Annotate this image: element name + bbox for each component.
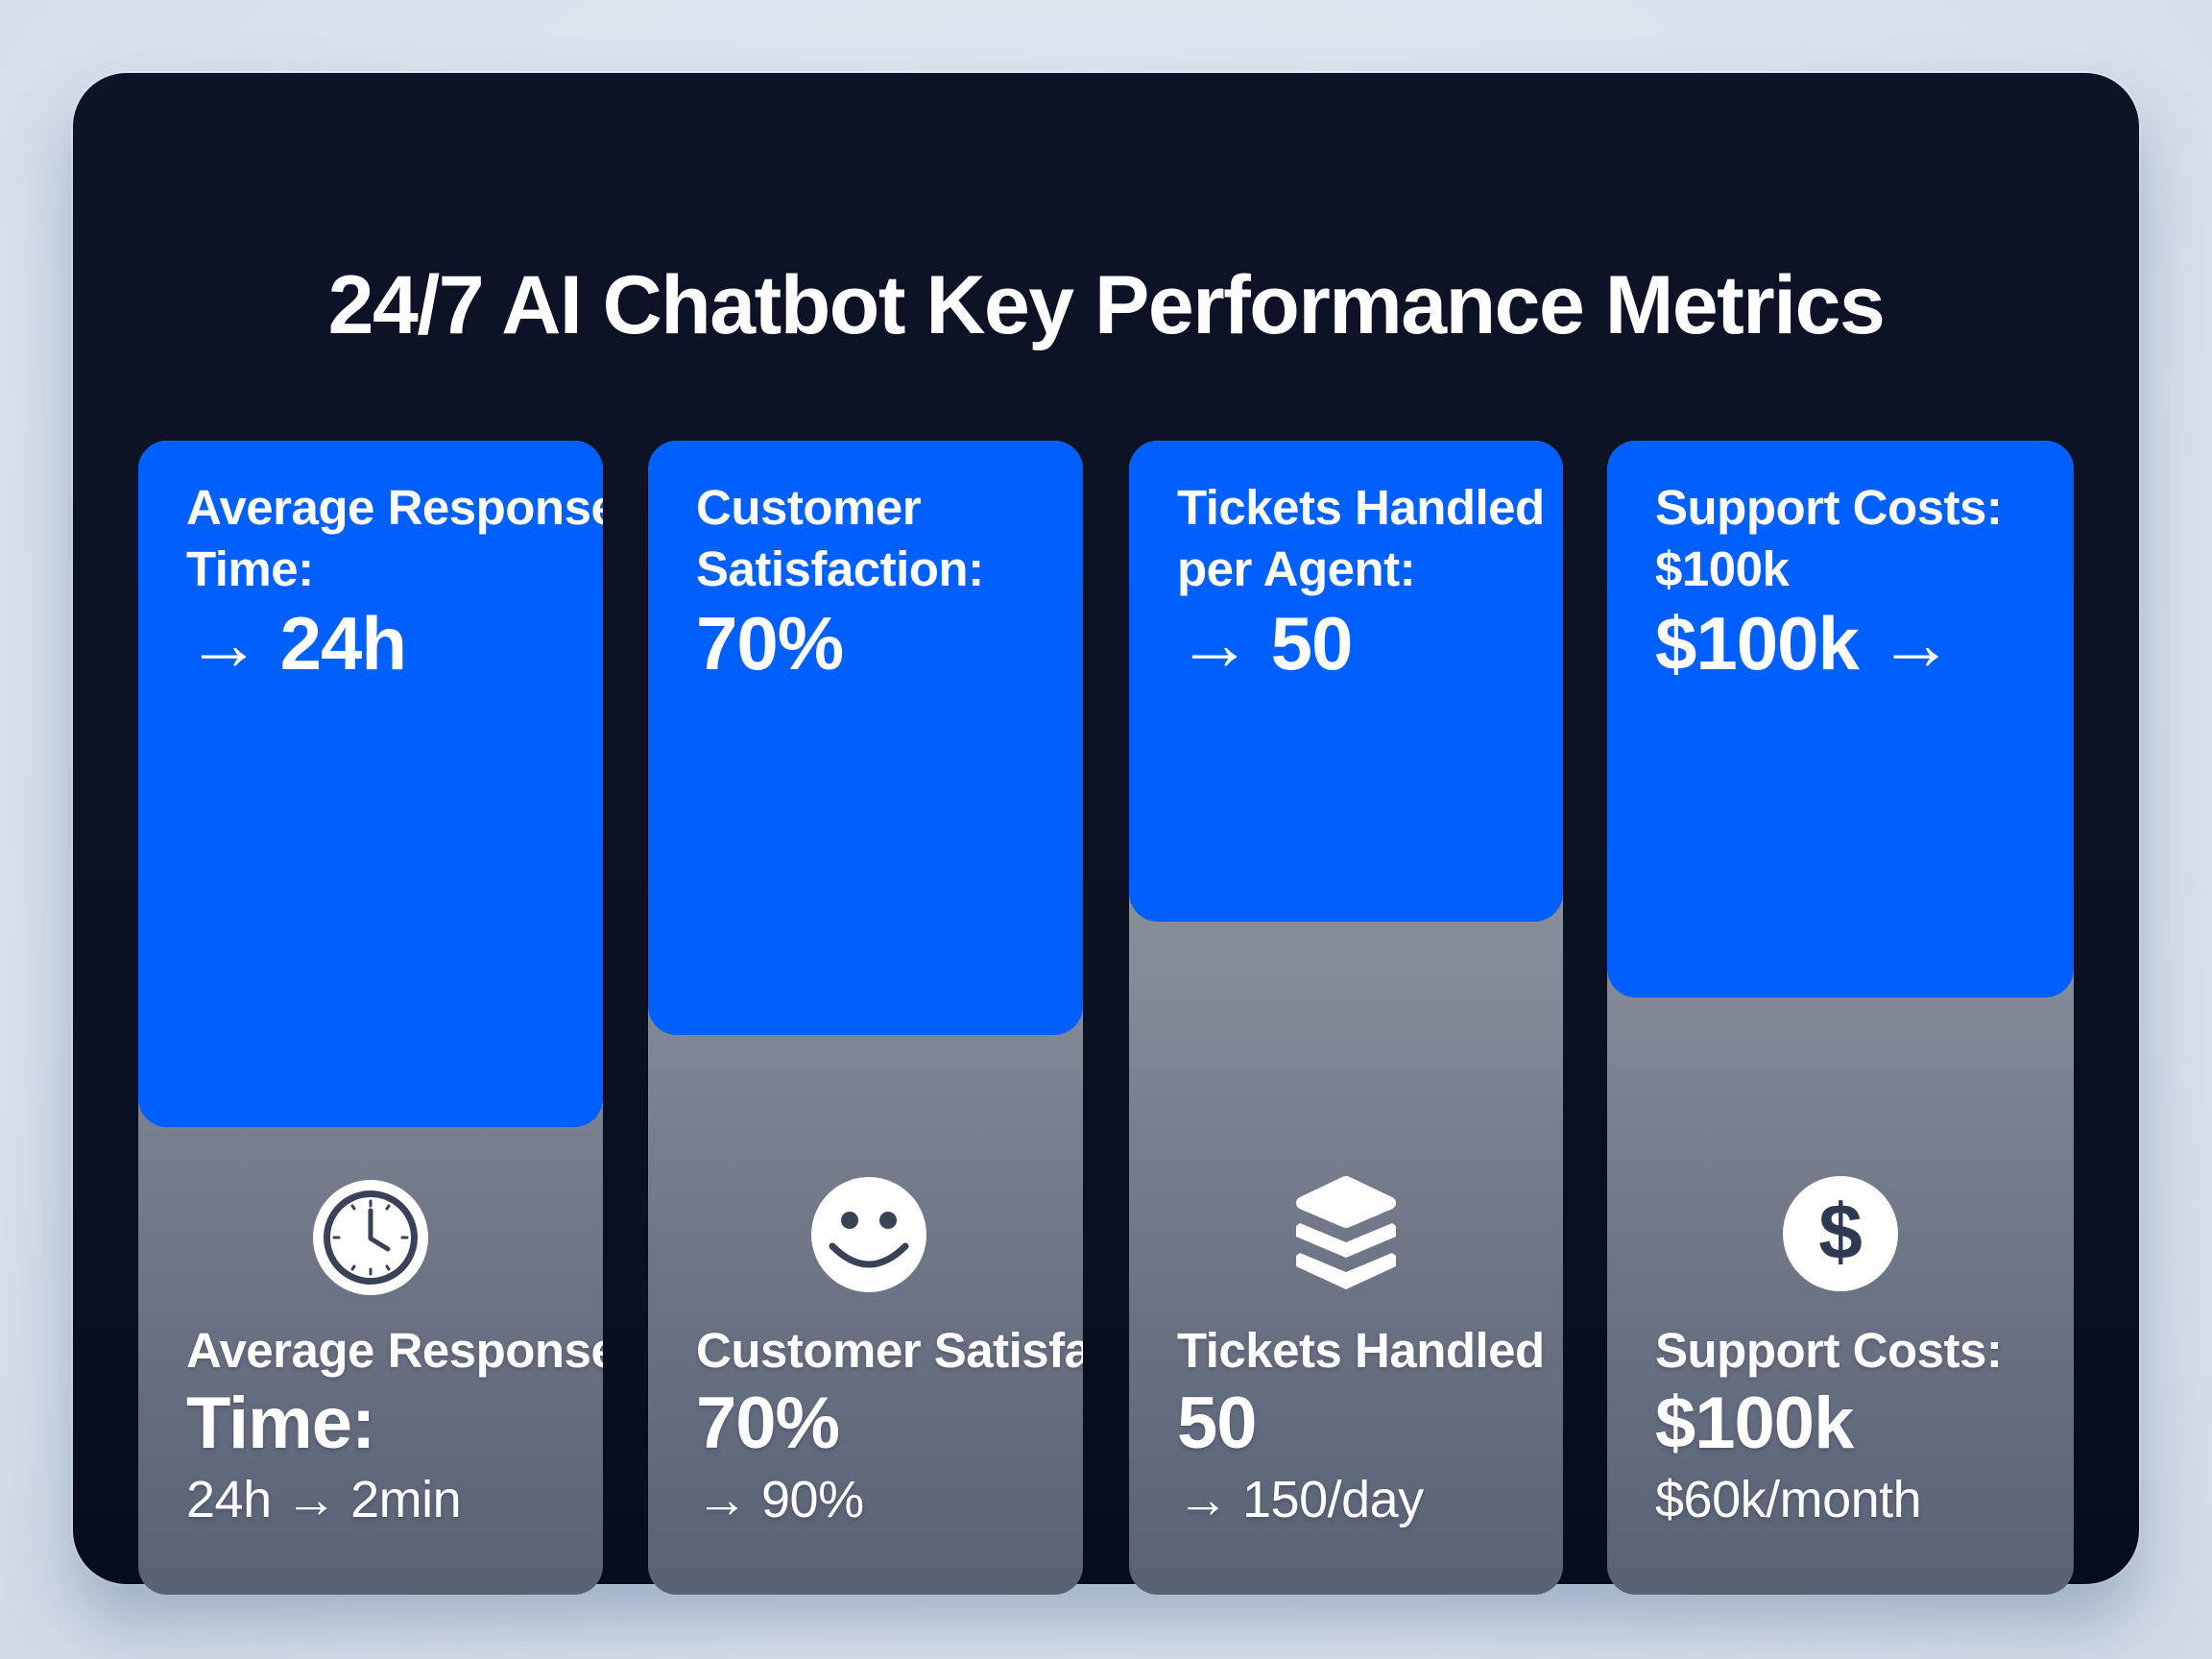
layers-icon xyxy=(1296,1176,1396,1289)
card-top-value: $100k → xyxy=(1655,601,1954,685)
metrics-panel: 24/7 AI Chatbot Key Performance Metrics … xyxy=(73,73,2139,1595)
card-bottom-label: Customer Satisfacti xyxy=(696,1323,1083,1378)
card-bottom-value: Time: xyxy=(186,1382,375,1464)
card-top-text: Customer Satisfaction: 70% xyxy=(696,477,1083,686)
card-top-label: Customer xyxy=(696,480,922,535)
card-bottom-text: Tickets Handled 50 → 150/day xyxy=(1177,1322,1563,1531)
card-top-text: Tickets Handled per Agent: → 50 xyxy=(1177,477,1563,686)
card-top-value: → 50 xyxy=(1177,601,1353,685)
card-bottom-value: 70% xyxy=(696,1382,840,1464)
card-bottom-change: → 90% xyxy=(696,1471,864,1528)
card-bottom-change: 24h → 2min xyxy=(186,1471,462,1528)
card-bottom-value: 50 xyxy=(1177,1382,1258,1464)
card-bottom-change: $60k/month xyxy=(1655,1471,1922,1528)
card-top-value: 70% xyxy=(696,601,844,685)
page-title: 24/7 AI Chatbot Key Performance Metrics xyxy=(327,259,1886,351)
card-top-value: → 24h xyxy=(186,601,407,685)
card-highlight-bar xyxy=(1129,441,1563,922)
card-top-label: Time: xyxy=(186,541,314,596)
card-top-text: Support Costs: $100k $100k → xyxy=(1655,477,2074,686)
smiley-icon xyxy=(811,1177,926,1292)
card-top-label: Satisfaction: xyxy=(696,541,984,596)
card-bottom-label: Support Costs: xyxy=(1655,1323,2003,1378)
card-highlight-bar xyxy=(138,441,603,1127)
metric-card-satisfaction: Customer Satisfaction: 70% Customer Sati… xyxy=(648,441,1083,1595)
clock-icon xyxy=(313,1180,428,1295)
metric-card-response-time: Average Response Time: → 24h Average Res… xyxy=(138,441,603,1595)
card-top-label: $100k xyxy=(1655,541,1790,596)
card-highlight-bar xyxy=(648,441,1083,1035)
card-bottom-text: Support Costs: $100k $60k/month xyxy=(1655,1322,2074,1531)
dollar-icon: $ xyxy=(1783,1176,1898,1291)
card-bottom-label: Average Response xyxy=(186,1323,603,1378)
card-bottom-change: → 150/day xyxy=(1177,1471,1424,1528)
card-top-label: Support Costs: xyxy=(1655,480,2003,535)
card-highlight-bar xyxy=(1607,441,2074,998)
card-top-label: Tickets Handled xyxy=(1177,480,1545,535)
metric-card-support-costs: Support Costs: $100k $100k → $ Support C… xyxy=(1607,441,2074,1595)
card-top-label: Average Response xyxy=(186,480,603,535)
card-top-text: Average Response Time: → 24h xyxy=(186,477,603,686)
card-bottom-value: $100k xyxy=(1655,1382,1854,1464)
card-bottom-text: Average Response Time: 24h → 2min xyxy=(186,1322,603,1531)
card-bottom-label: Tickets Handled xyxy=(1177,1323,1545,1378)
card-top-label: per Agent: xyxy=(1177,541,1416,596)
svg-text:$: $ xyxy=(1818,1189,1863,1276)
card-bottom-text: Customer Satisfacti 70% → 90% xyxy=(696,1322,1083,1531)
metric-card-tickets: Tickets Handled per Agent: → 50 Tickets … xyxy=(1129,441,1563,1595)
